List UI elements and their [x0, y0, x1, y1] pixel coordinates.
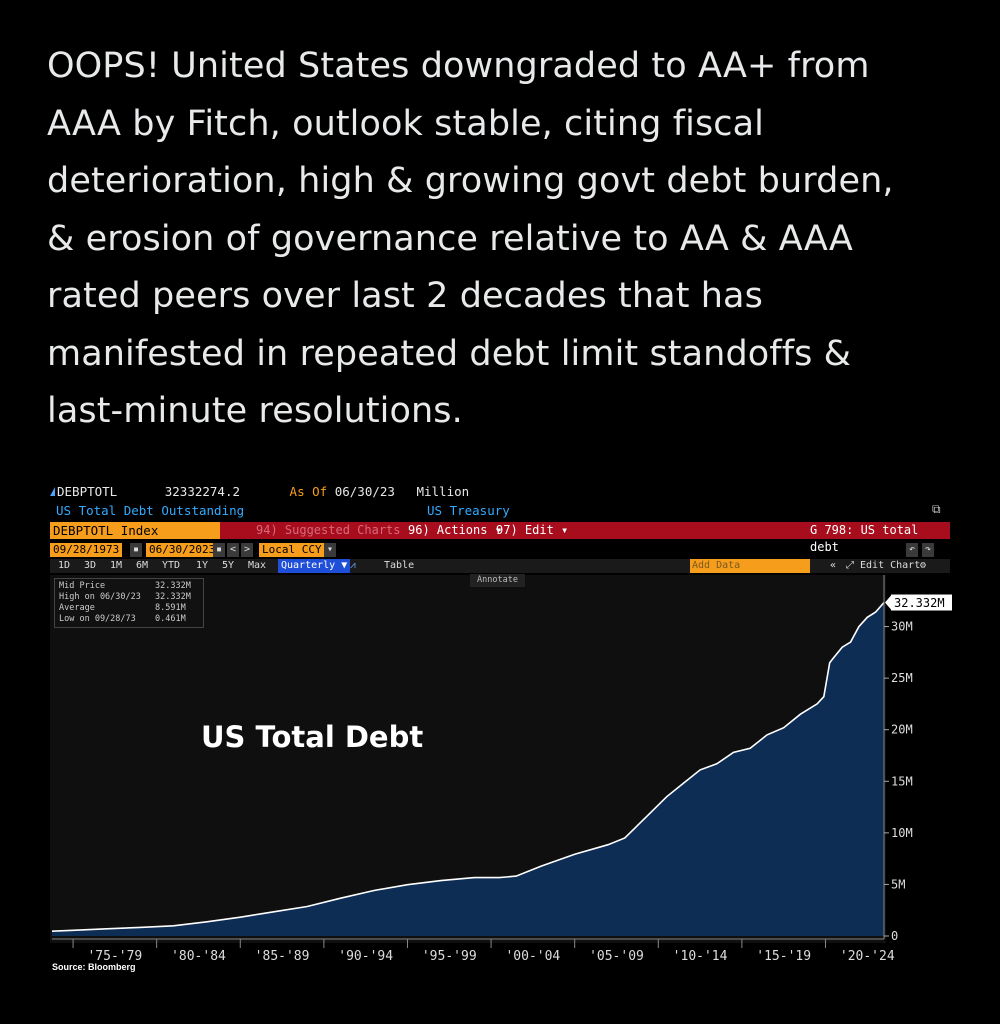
tweet-line: manifested in repeated debt limit stando…: [47, 333, 852, 374]
as-of-label: As Of: [289, 484, 328, 499]
x-tick-label: '00-'04: [505, 949, 560, 964]
as-of-date: 06/30/23: [334, 484, 395, 499]
ticker-flag-icon: [50, 487, 55, 496]
last-value: 32332274.2: [164, 484, 241, 499]
x-tick-label: '10-'14: [673, 949, 728, 964]
tweet-line: last-minute resolutions.: [47, 391, 463, 431]
date-range-row: 09/28/1973 ▪ 06/30/2023 ▪ < > Local CCY …: [50, 543, 950, 557]
legend-value: 32.332M: [155, 581, 191, 591]
period-1y[interactable]: 1Y: [196, 560, 209, 571]
debt-line: [51, 601, 885, 932]
table-button[interactable]: Table: [384, 560, 415, 571]
actions-menu[interactable]: 96) Actions ▾: [408, 523, 502, 537]
chart-type-icon[interactable]: ⩘: [350, 560, 356, 571]
x-tick-label: '80-'84: [171, 949, 226, 964]
redo-icon[interactable]: ↷: [922, 543, 934, 557]
next-arrow-icon[interactable]: >: [241, 543, 253, 557]
unit-label: Million: [416, 484, 470, 499]
debt-chart-svg: 0 5M 10M 15M 20M 25M 30M 32.332M '75-'79 '80-'84 '…: [51, 575, 952, 964]
start-date-field[interactable]: 09/28/1973: [50, 543, 123, 557]
legend-label: High on 06/30/23: [59, 592, 141, 602]
x-tick-label: '95-'99: [422, 949, 477, 964]
x-tick-label: '90-'94: [338, 949, 393, 964]
period-1d[interactable]: 1D: [58, 560, 71, 571]
period-max[interactable]: Max: [248, 560, 267, 571]
chevron-down-icon[interactable]: ▾: [324, 543, 336, 557]
prev-arrow-icon[interactable]: <: [227, 543, 239, 557]
undo-icon[interactable]: ↶: [906, 543, 918, 557]
settings-icon[interactable]: ⚙: [920, 560, 927, 571]
legend-value: 32.332M: [155, 592, 191, 602]
legend-item: High on 06/30/23 32.332M: [59, 592, 199, 603]
period-1m[interactable]: 1M: [110, 560, 123, 571]
function-label: G 798: US total debt: [810, 523, 919, 554]
index-field[interactable]: DEBPTOTL Index: [50, 522, 220, 539]
legend-item: Average 8.591M: [59, 603, 199, 614]
x-tick-label: '75-'79: [87, 949, 142, 964]
legend-item: Mid Price 32.332M: [59, 581, 199, 592]
legend-value: 8.591M: [155, 603, 186, 613]
series-description: US Total Debt Outstanding: [56, 503, 245, 518]
y-tick-label: 20M: [891, 723, 913, 737]
bloomberg-chart: DEBPTOTL 32332274.2 As Of 06/30/23 Milli…: [50, 484, 952, 980]
edit-menu[interactable]: 97) Edit ▾: [496, 523, 569, 537]
frequency-select[interactable]: Quarterly ▼: [278, 559, 351, 573]
y-tick-label: 15M: [891, 774, 913, 788]
chart-title: US Total Debt: [201, 720, 423, 754]
edit-chart-button[interactable]: ⤢ Edit Chart: [846, 560, 921, 571]
currency-select[interactable]: Local CCY: [259, 543, 327, 557]
y-tick-label: 0: [891, 929, 898, 943]
y-tick-label: 10M: [891, 826, 913, 840]
x-tick-label: '05-'09: [589, 949, 644, 964]
suggested-charts[interactable]: 94) Suggested Charts: [256, 523, 401, 537]
last-value-pointer: [885, 595, 891, 610]
tweet-line: rated peers over last 2 decades that has: [47, 276, 763, 316]
x-tick-label: '15-'19: [756, 949, 811, 964]
add-data-field[interactable]: Add Data: [690, 559, 810, 573]
header-row: DEBPTOTL 32332274.2 As Of 06/30/23 Milli…: [50, 484, 469, 499]
period-toolbar: 1D 3D 1M 6M YTD 1Y 5Y Max Quarterly ▼ ⩘ …: [50, 559, 950, 573]
tweet-line: OOPS! United States downgraded to AA+ fr…: [47, 46, 870, 86]
last-value-box: [891, 594, 952, 611]
period-3d[interactable]: 3D: [84, 560, 97, 571]
tweet-line: deterioration, high & growing govt debt …: [47, 161, 894, 201]
y-tick-label: 25M: [891, 671, 913, 685]
chart-legend: Mid Price 32.332M High on 06/30/23 32.332M…: [54, 578, 204, 628]
period-6m[interactable]: 6M: [136, 560, 149, 571]
legend-label: Low on 09/28/73: [59, 614, 136, 624]
y-tick-label: 30M: [891, 620, 913, 634]
annotate-button[interactable]: Annotate: [470, 574, 525, 587]
period-5y[interactable]: 5Y: [222, 560, 235, 571]
tweet-line: & erosion of governance relative to AA &…: [47, 218, 853, 259]
calendar-icon[interactable]: ▪: [130, 543, 142, 557]
chart-source: Source: Bloomberg: [52, 962, 136, 972]
y-tick-label: 5M: [891, 877, 905, 891]
debt-area: [52, 602, 884, 936]
end-date-field[interactable]: 06/30/2023: [146, 543, 219, 557]
popout-icon[interactable]: ⧉: [932, 502, 941, 516]
ticker: DEBPTOTL: [57, 484, 118, 499]
collapse-icon[interactable]: «: [830, 560, 837, 571]
x-tick-label: '85-'89: [255, 949, 310, 964]
legend-label: Average: [59, 603, 95, 613]
source-name: US Treasury: [427, 503, 510, 518]
calendar-icon[interactable]: ▪: [213, 543, 225, 557]
tweet-text: OOPS! United States downgraded to AA+ fr…: [47, 38, 947, 441]
period-ytd[interactable]: YTD: [162, 560, 181, 571]
x-tick-label: '20-'24: [840, 949, 895, 964]
legend-item: Low on 09/28/73 0.461M: [59, 614, 199, 625]
last-value-label: 32.332M: [894, 596, 945, 610]
command-bar: DEBPTOTL Index 94) Suggested Charts 96) …: [50, 522, 950, 554]
tweet-line: AAA by Fitch, outlook stable, citing fis…: [47, 103, 764, 144]
legend-label: Mid Price: [59, 581, 106, 591]
legend-value: 0.461M: [155, 614, 186, 624]
